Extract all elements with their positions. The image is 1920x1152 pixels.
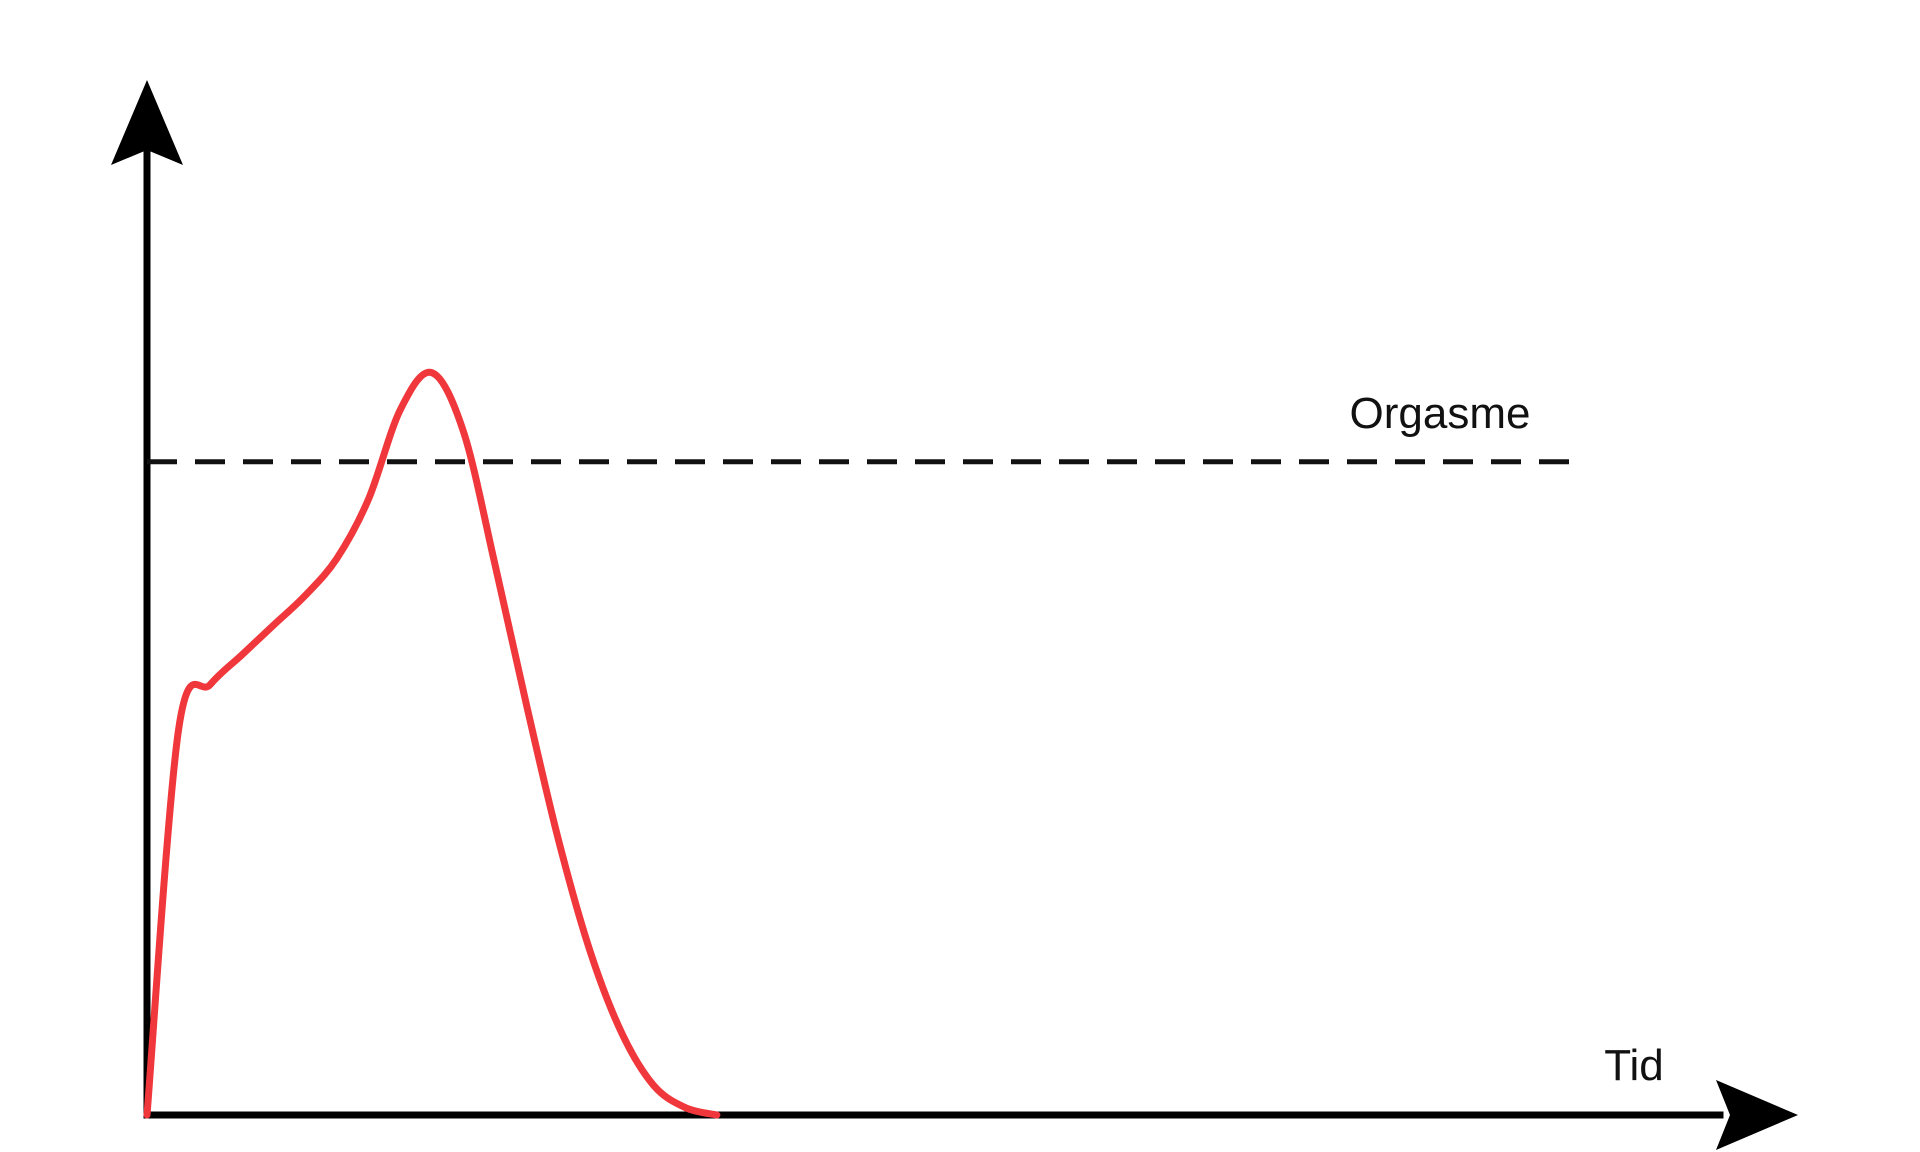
x-axis-label: Tid <box>1604 1041 1664 1090</box>
threshold-label: Orgasme <box>1350 389 1531 438</box>
series-line-0 <box>143 368 721 1119</box>
series-layer <box>143 368 721 1119</box>
y-axis-arrow-icon <box>111 80 183 165</box>
axes <box>111 80 1798 1150</box>
x-axis-arrow-icon <box>1716 1080 1798 1150</box>
